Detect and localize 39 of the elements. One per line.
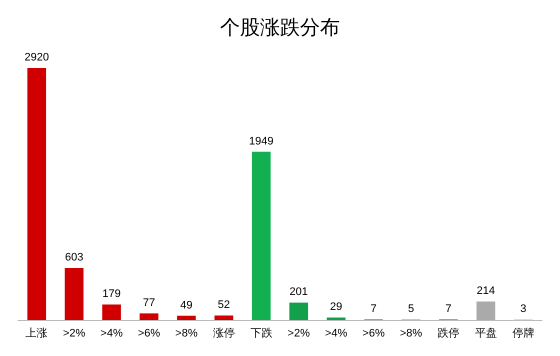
data-label: 3 xyxy=(520,303,526,316)
x-tick-label: >4% xyxy=(324,328,348,340)
data-label: 49 xyxy=(180,299,193,312)
data-label: 201 xyxy=(290,286,308,298)
bar xyxy=(177,316,196,320)
data-label: 214 xyxy=(476,285,496,298)
bar xyxy=(140,313,158,320)
data-label: 2920 xyxy=(24,52,49,64)
data-label: 5 xyxy=(408,303,414,316)
bar xyxy=(326,317,346,320)
x-tick-label: >6% xyxy=(138,328,160,340)
x-tick-label: 涨停 xyxy=(212,328,235,340)
data-label: 52 xyxy=(218,299,230,312)
data-label: 7 xyxy=(445,302,452,315)
x-tick-label: >8% xyxy=(175,328,198,340)
x-tick-label: 跌停 xyxy=(437,328,460,340)
x-tick-label: 平盘 xyxy=(474,328,497,340)
data-label: 29 xyxy=(330,300,342,313)
data-label: 77 xyxy=(142,296,156,309)
x-tick-label: >6% xyxy=(362,328,385,340)
bar xyxy=(252,152,271,320)
bar xyxy=(64,268,84,320)
chart-title: 个股涨跌分布 xyxy=(220,15,340,39)
bar xyxy=(27,68,46,320)
bar xyxy=(102,304,121,320)
x-tick-label: >8% xyxy=(400,328,422,340)
data-label: 179 xyxy=(102,288,121,300)
bar xyxy=(476,302,496,320)
x-tick-label: 上涨 xyxy=(26,326,48,340)
x-tick-label: >2% xyxy=(62,328,86,340)
data-label: 7 xyxy=(370,302,377,315)
data-label: 603 xyxy=(64,251,84,264)
x-tick-label: 下跌 xyxy=(250,328,272,340)
x-tick-label: >4% xyxy=(100,328,123,340)
data-label: 1949 xyxy=(249,135,274,148)
x-tick-label: >2% xyxy=(288,328,310,340)
bar xyxy=(289,302,308,320)
bar xyxy=(214,316,234,320)
x-tick-label: 停牌 xyxy=(512,328,534,340)
